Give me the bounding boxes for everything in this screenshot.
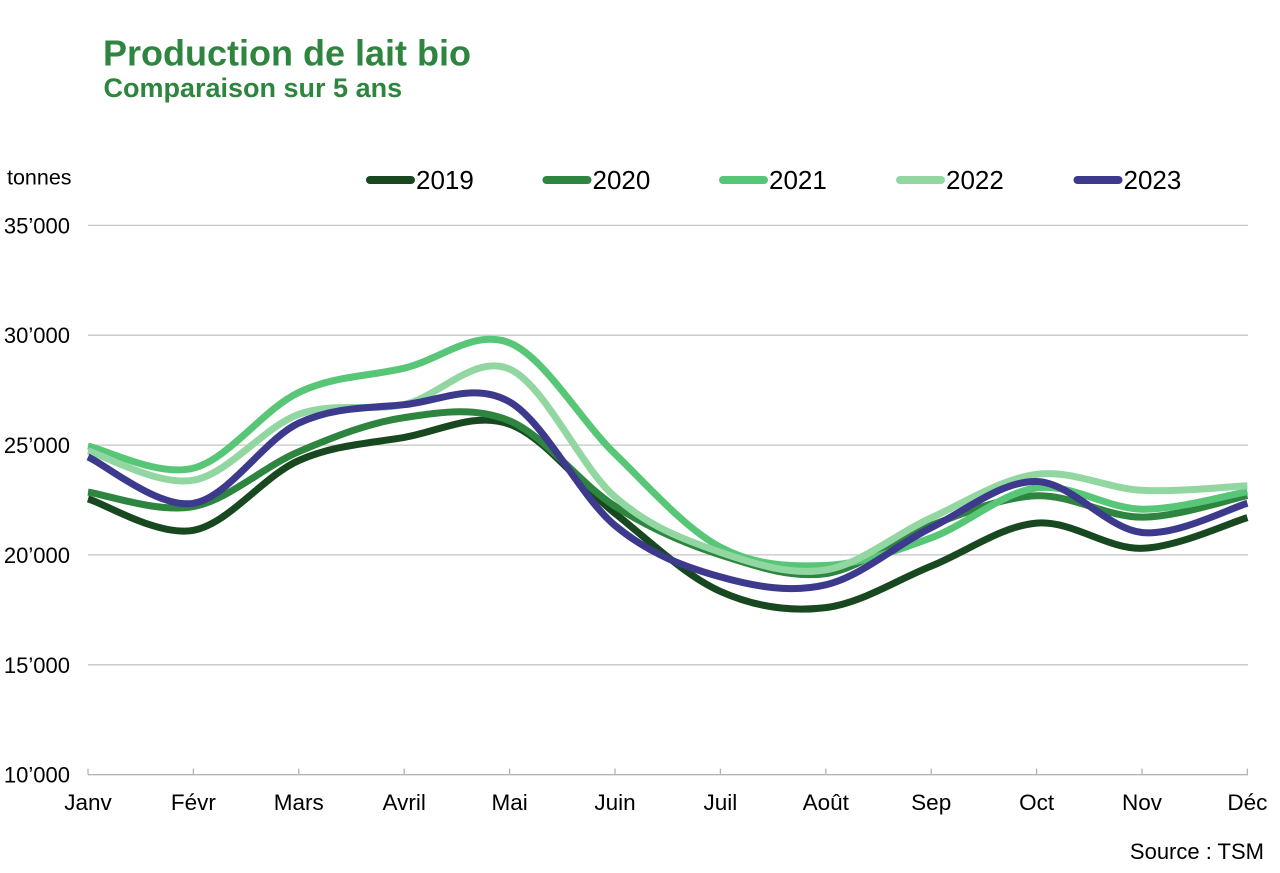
svg-text:Avril: Avril	[383, 790, 426, 815]
svg-text:Mars: Mars	[274, 790, 324, 815]
svg-text:Nov: Nov	[1122, 790, 1163, 815]
svg-text:35’000: 35’000	[4, 213, 70, 238]
svg-text:2020: 2020	[593, 165, 651, 195]
svg-text:30’000: 30’000	[4, 323, 70, 348]
svg-text:Janv: Janv	[64, 790, 112, 815]
svg-text:10’000: 10’000	[4, 763, 70, 788]
svg-text:2023: 2023	[1124, 165, 1182, 195]
svg-text:Févr: Févr	[171, 790, 217, 815]
svg-text:Oct: Oct	[1019, 790, 1055, 815]
svg-text:tonnes: tonnes	[7, 166, 72, 190]
svg-text:2021: 2021	[769, 165, 827, 195]
svg-text:2019: 2019	[416, 165, 474, 195]
svg-text:25’000: 25’000	[4, 433, 70, 458]
svg-text:Source : TSM: Source : TSM	[1130, 839, 1264, 864]
svg-text:Mai: Mai	[491, 790, 527, 815]
svg-text:Déc: Déc	[1227, 790, 1267, 815]
svg-text:Juil: Juil	[704, 790, 738, 815]
svg-text:Comparaison sur 5 ans: Comparaison sur 5 ans	[104, 73, 403, 103]
svg-text:20’000: 20’000	[4, 543, 70, 568]
svg-text:15’000: 15’000	[4, 653, 70, 678]
svg-text:Août: Août	[803, 790, 850, 815]
svg-text:Juin: Juin	[594, 790, 635, 815]
svg-text:Sep: Sep	[911, 790, 951, 815]
svg-text:Production de lait bio: Production de lait bio	[103, 33, 471, 74]
svg-text:2022: 2022	[946, 165, 1004, 195]
